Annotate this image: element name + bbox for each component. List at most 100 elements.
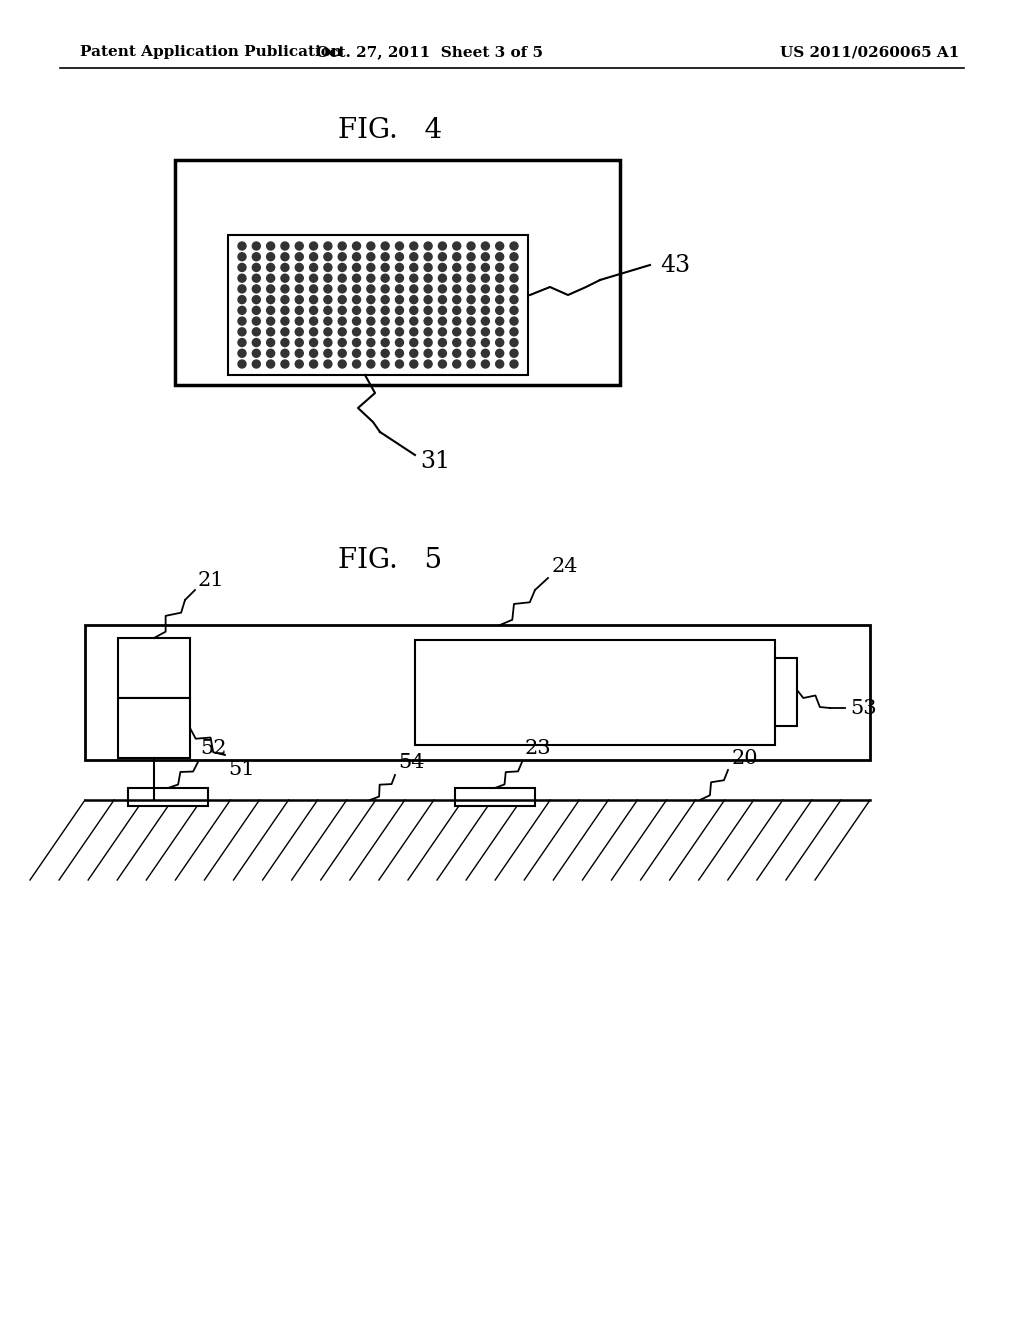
Circle shape — [309, 285, 317, 293]
Circle shape — [238, 350, 246, 358]
Circle shape — [481, 285, 489, 293]
Circle shape — [338, 327, 346, 335]
Circle shape — [252, 285, 260, 293]
Circle shape — [266, 350, 274, 358]
Circle shape — [295, 317, 303, 325]
Circle shape — [309, 317, 317, 325]
Circle shape — [510, 327, 518, 335]
Circle shape — [252, 350, 260, 358]
Circle shape — [481, 242, 489, 249]
Circle shape — [467, 306, 475, 314]
Circle shape — [309, 350, 317, 358]
Circle shape — [295, 350, 303, 358]
Circle shape — [367, 242, 375, 249]
Circle shape — [481, 360, 489, 368]
Circle shape — [510, 306, 518, 314]
Circle shape — [352, 360, 360, 368]
Circle shape — [295, 264, 303, 272]
Circle shape — [295, 252, 303, 261]
Circle shape — [410, 327, 418, 335]
Circle shape — [381, 360, 389, 368]
Circle shape — [424, 296, 432, 304]
Circle shape — [481, 306, 489, 314]
Circle shape — [352, 296, 360, 304]
Circle shape — [309, 360, 317, 368]
Circle shape — [352, 285, 360, 293]
Text: 20: 20 — [732, 748, 759, 768]
Circle shape — [367, 327, 375, 335]
Circle shape — [467, 242, 475, 249]
Text: 31: 31 — [420, 450, 451, 474]
Circle shape — [338, 338, 346, 347]
Circle shape — [438, 360, 446, 368]
Circle shape — [238, 264, 246, 272]
Circle shape — [395, 360, 403, 368]
Circle shape — [481, 338, 489, 347]
Circle shape — [410, 264, 418, 272]
Circle shape — [496, 242, 504, 249]
Circle shape — [281, 285, 289, 293]
Circle shape — [338, 296, 346, 304]
Circle shape — [324, 285, 332, 293]
Circle shape — [281, 327, 289, 335]
Circle shape — [252, 338, 260, 347]
Circle shape — [453, 350, 461, 358]
Circle shape — [338, 317, 346, 325]
Circle shape — [381, 275, 389, 282]
Circle shape — [395, 296, 403, 304]
Circle shape — [281, 252, 289, 261]
Circle shape — [438, 242, 446, 249]
Circle shape — [381, 338, 389, 347]
Circle shape — [467, 338, 475, 347]
Circle shape — [367, 306, 375, 314]
Bar — [415, 640, 775, 744]
Circle shape — [438, 327, 446, 335]
Circle shape — [395, 242, 403, 249]
Circle shape — [281, 296, 289, 304]
Circle shape — [367, 360, 375, 368]
Circle shape — [453, 285, 461, 293]
Circle shape — [295, 338, 303, 347]
Circle shape — [496, 296, 504, 304]
Circle shape — [238, 338, 246, 347]
Circle shape — [367, 264, 375, 272]
Circle shape — [295, 306, 303, 314]
Circle shape — [352, 242, 360, 249]
Circle shape — [238, 242, 246, 249]
Circle shape — [324, 296, 332, 304]
Circle shape — [438, 252, 446, 261]
Circle shape — [395, 317, 403, 325]
Circle shape — [424, 317, 432, 325]
Circle shape — [467, 350, 475, 358]
Circle shape — [453, 264, 461, 272]
Circle shape — [395, 285, 403, 293]
Circle shape — [266, 317, 274, 325]
Circle shape — [410, 275, 418, 282]
Circle shape — [352, 338, 360, 347]
Circle shape — [295, 296, 303, 304]
Circle shape — [496, 350, 504, 358]
Circle shape — [238, 275, 246, 282]
Circle shape — [510, 360, 518, 368]
Circle shape — [338, 252, 346, 261]
Circle shape — [338, 275, 346, 282]
Circle shape — [395, 350, 403, 358]
Circle shape — [367, 350, 375, 358]
Circle shape — [252, 327, 260, 335]
Circle shape — [510, 264, 518, 272]
Bar — [85, 624, 870, 760]
Circle shape — [281, 264, 289, 272]
Circle shape — [496, 306, 504, 314]
Circle shape — [481, 350, 489, 358]
Circle shape — [410, 360, 418, 368]
Circle shape — [467, 275, 475, 282]
Bar — [228, 235, 528, 375]
Circle shape — [496, 264, 504, 272]
Circle shape — [510, 275, 518, 282]
Bar — [118, 698, 190, 758]
Circle shape — [510, 338, 518, 347]
Circle shape — [424, 242, 432, 249]
Text: 54: 54 — [398, 752, 425, 772]
Bar — [128, 788, 208, 807]
Circle shape — [338, 264, 346, 272]
